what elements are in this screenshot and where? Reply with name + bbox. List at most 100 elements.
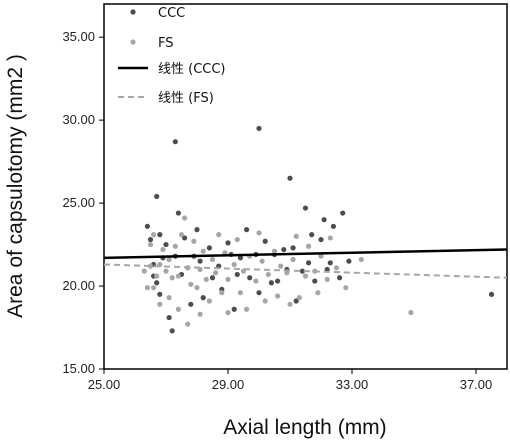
data-point-fs xyxy=(333,265,340,271)
data-point-fs xyxy=(271,248,278,254)
data-point-fs xyxy=(275,293,281,299)
data-point-fs xyxy=(259,258,265,264)
data-point-ccc xyxy=(340,210,346,216)
data-point-ccc xyxy=(163,241,169,248)
trendline-2 xyxy=(103,248,508,260)
data-point-ccc xyxy=(209,275,216,281)
data-point-fs xyxy=(163,268,169,274)
data-point-ccc xyxy=(231,306,237,312)
data-point-fs xyxy=(265,271,271,278)
data-point-ccc xyxy=(330,223,336,229)
data-point-fs xyxy=(237,290,243,296)
data-point-ccc xyxy=(144,223,150,229)
data-point-ccc xyxy=(175,210,181,216)
data-point-ccc xyxy=(247,275,253,281)
data-point-fs xyxy=(225,276,231,283)
data-point-fs xyxy=(343,285,349,291)
data-point-fs xyxy=(151,285,157,291)
data-point-fs xyxy=(256,230,262,236)
y-tick-label: 30.00 xyxy=(62,112,95,127)
data-point-fs xyxy=(197,311,203,317)
x-tick-label: 29.00 xyxy=(212,377,245,392)
x-tick-label: 37.00 xyxy=(460,377,493,392)
data-point-ccc xyxy=(172,139,178,145)
data-point-ccc xyxy=(157,291,163,297)
data-point-ccc xyxy=(256,125,262,132)
data-point-fs xyxy=(234,236,240,243)
data-point-ccc xyxy=(200,295,206,301)
data-point-fs xyxy=(293,233,299,239)
data-point-ccc xyxy=(262,238,268,244)
data-point-fs xyxy=(172,243,178,249)
data-point-ccc xyxy=(225,240,231,246)
data-point-fs xyxy=(358,256,364,263)
data-point-fs xyxy=(157,301,163,307)
data-point-ccc xyxy=(244,227,250,233)
y-tick-label: 35.00 xyxy=(62,29,95,44)
data-point-ccc xyxy=(275,278,281,284)
data-point-fs xyxy=(278,263,284,269)
x-tick-label: 25.00 xyxy=(88,377,121,392)
data-point-ccc xyxy=(321,217,327,223)
data-point-fs xyxy=(302,273,309,279)
data-point-fs xyxy=(219,290,225,296)
data-point-fs xyxy=(154,273,160,279)
data-point-fs xyxy=(147,263,154,269)
plot-area xyxy=(103,3,508,370)
data-point-ccc xyxy=(324,266,330,273)
legend-label-3: 线性 (FS) xyxy=(158,91,214,106)
data-point-fs xyxy=(262,298,268,304)
data-point-ccc xyxy=(299,268,305,274)
data-point-fs xyxy=(306,243,312,249)
data-point-ccc xyxy=(287,175,293,181)
axis-ticks: 15.00 20.00 25.00 30.00 35.00 25.00 29.00 33.00… xyxy=(62,29,492,392)
legend-label-1: FS xyxy=(158,36,174,51)
data-point-fs xyxy=(194,285,200,291)
data-point-ccc xyxy=(154,280,160,286)
data-point-fs xyxy=(185,321,191,327)
data-point-fs xyxy=(287,301,293,307)
data-point-fs xyxy=(296,295,302,301)
data-point-ccc xyxy=(293,298,299,304)
data-point-fs xyxy=(209,256,216,263)
y-axis-title: Area of capsulotomy (mm2 ) xyxy=(4,54,27,318)
data-point-fs xyxy=(244,306,250,312)
data-point-fs xyxy=(141,268,147,274)
legend: CCC FS 线性 (CCC) 线性 (FS) xyxy=(118,6,226,106)
data-point-ccc xyxy=(337,275,343,281)
data-point-fs xyxy=(324,276,330,283)
legend-marker-0 xyxy=(130,9,136,15)
data-point-fs xyxy=(200,248,206,254)
data-point-ccc xyxy=(197,258,203,264)
data-point-fs xyxy=(175,306,181,312)
data-point-fs xyxy=(318,253,324,259)
data-point-fs xyxy=(169,275,175,281)
data-point-ccc xyxy=(256,290,262,296)
data-point-ccc xyxy=(302,205,309,211)
data-point-ccc xyxy=(166,314,172,321)
legend-label-0: CCC xyxy=(158,6,185,21)
data-point-ccc xyxy=(306,260,312,266)
data-point-ccc xyxy=(281,246,287,253)
data-point-ccc xyxy=(327,260,333,266)
data-point-fs xyxy=(327,235,333,241)
data-point-fs xyxy=(225,309,231,316)
data-point-ccc xyxy=(237,255,243,261)
data-point-ccc xyxy=(188,301,194,307)
data-point-ccc xyxy=(290,245,296,251)
data-point-fs xyxy=(408,309,414,316)
data-point-ccc xyxy=(157,232,163,238)
data-point-fs xyxy=(166,295,172,301)
data-point-fs xyxy=(216,232,222,238)
data-marks xyxy=(103,125,508,334)
data-point-fs xyxy=(213,270,219,276)
data-point-fs xyxy=(253,278,259,284)
y-tick-label: 20.00 xyxy=(62,278,95,293)
data-point-ccc xyxy=(318,236,324,243)
data-point-ccc xyxy=(312,278,318,284)
data-point-fs xyxy=(191,238,197,244)
data-point-ccc xyxy=(206,245,212,251)
data-point-ccc xyxy=(147,236,154,243)
data-point-ccc xyxy=(234,271,240,278)
data-point-ccc xyxy=(346,258,352,264)
